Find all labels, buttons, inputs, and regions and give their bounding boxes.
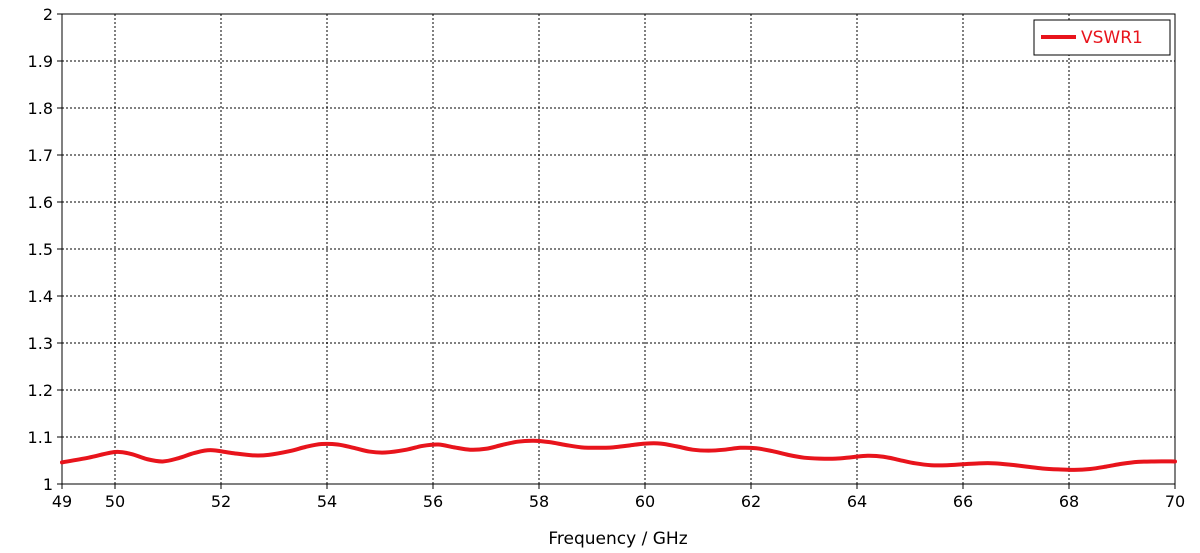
data-point — [977, 461, 981, 465]
data-point — [1152, 459, 1156, 464]
data-point — [1072, 468, 1076, 472]
data-point — [267, 453, 271, 457]
data-point — [548, 440, 552, 444]
data-point — [192, 451, 197, 455]
data-point — [643, 441, 647, 446]
data-point — [738, 446, 743, 450]
x-axis-label: Frequency / GHz — [548, 529, 687, 549]
y-tick-label: 1.2 — [28, 381, 53, 400]
x-tick-label: 54 — [317, 492, 337, 511]
data-point — [1088, 467, 1092, 471]
series-layer — [60, 438, 1177, 472]
y-tick-label: 1.5 — [28, 240, 53, 259]
grid — [62, 14, 1175, 484]
data-point — [675, 444, 679, 448]
data-point — [691, 448, 695, 452]
y-tick-label: 1.6 — [28, 193, 53, 212]
data-point — [1173, 459, 1177, 464]
data-point — [1056, 467, 1060, 472]
data-point — [1136, 460, 1140, 464]
x-tick-label: 50 — [105, 492, 125, 511]
data-point — [786, 453, 790, 457]
data-point — [86, 456, 91, 460]
x-tick-label: 64 — [847, 492, 867, 511]
data-point — [351, 446, 356, 450]
x-axis-ticks: 49 50 52 54 56 58 60 62 64 66 68 70 — [52, 484, 1185, 511]
data-point — [288, 449, 292, 453]
y-tick-label: 2 — [43, 5, 53, 24]
data-point — [161, 459, 165, 464]
x-tick-label: 49 — [52, 492, 72, 511]
data-point — [722, 448, 727, 452]
y-tick-label: 1.4 — [28, 287, 53, 306]
data-point — [60, 460, 64, 464]
data-point — [802, 456, 806, 460]
data-point — [1120, 462, 1124, 466]
data-point — [129, 452, 133, 456]
data-point — [320, 442, 324, 446]
data-point — [516, 440, 520, 444]
data-point — [563, 443, 568, 447]
data-point — [500, 443, 504, 447]
data-point — [468, 448, 472, 452]
x-tick-label: 58 — [529, 492, 549, 511]
x-tick-label: 60 — [635, 492, 655, 511]
data-point — [913, 461, 917, 465]
data-point — [230, 451, 234, 455]
data-point — [866, 454, 870, 458]
y-tick-label: 1.3 — [28, 334, 53, 353]
data-point — [1009, 463, 1013, 467]
data-point — [208, 448, 212, 452]
data-point — [897, 458, 902, 462]
data-point — [818, 457, 822, 461]
data-point — [484, 447, 488, 451]
x-tick-label: 70 — [1165, 492, 1185, 511]
data-point — [251, 453, 255, 457]
data-point — [304, 445, 308, 449]
data-point — [961, 462, 965, 466]
data-point — [770, 449, 774, 453]
data-point — [1040, 466, 1045, 471]
data-point — [420, 444, 424, 448]
data-point — [595, 446, 599, 450]
y-axis-ticks: 1 1.1 1.2 1.3 1.4 1.5 1.6 1.7 1.8 1.9 2 — [28, 5, 62, 494]
data-point — [881, 455, 886, 459]
y-tick-label: 1.1 — [28, 428, 53, 447]
data-point — [1025, 465, 1029, 469]
x-tick-label: 62 — [741, 492, 761, 511]
data-point — [145, 457, 149, 461]
data-point — [850, 455, 854, 459]
data-point — [336, 442, 340, 447]
data-point — [611, 445, 615, 449]
data-point — [404, 448, 409, 452]
data-point — [532, 439, 536, 443]
x-tick-label: 68 — [1059, 492, 1079, 511]
y-tick-label: 1.8 — [28, 99, 53, 118]
data-point — [627, 443, 631, 448]
data-point — [993, 461, 997, 465]
data-point — [383, 450, 387, 455]
data-point — [1104, 465, 1108, 469]
data-point — [177, 456, 181, 460]
y-tick-label: 1.9 — [28, 52, 53, 71]
x-tick-label: 52 — [211, 492, 231, 511]
y-tick-label: 1 — [43, 475, 53, 494]
data-point — [659, 441, 663, 446]
y-tick-label: 1.7 — [28, 146, 53, 165]
legend-label-vswr1: VSWR1 — [1081, 28, 1143, 48]
data-point — [452, 445, 456, 449]
data-point — [113, 450, 117, 454]
data-point — [579, 445, 584, 449]
data-point — [945, 463, 949, 467]
data-point — [834, 457, 838, 461]
x-tick-label: 56 — [423, 492, 443, 511]
data-point — [707, 449, 711, 453]
data-point — [929, 463, 933, 467]
data-point — [754, 446, 758, 450]
legend[interactable]: VSWR1 — [1033, 19, 1171, 56]
data-point — [436, 442, 440, 447]
x-tick-label: 66 — [953, 492, 973, 511]
data-point — [367, 449, 371, 454]
